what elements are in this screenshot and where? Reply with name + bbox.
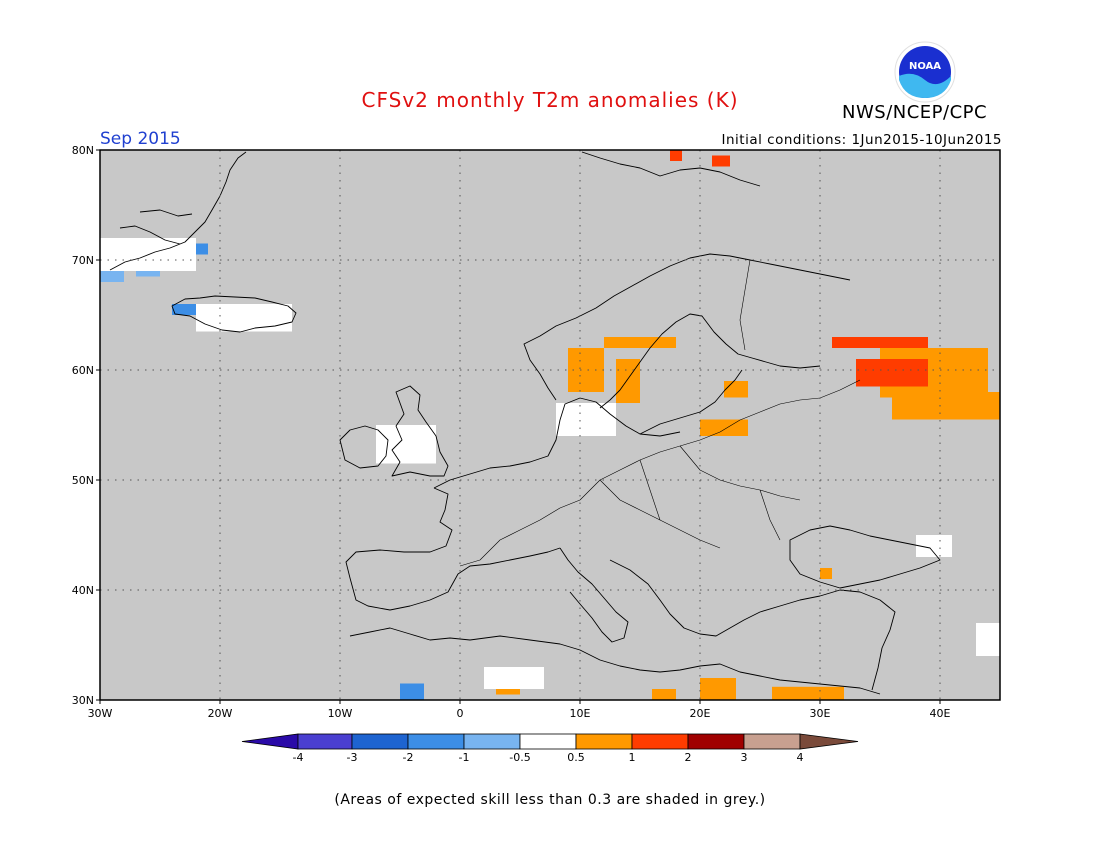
map-title: CFSv2 monthly T2m anomalies (K) — [361, 88, 739, 112]
skill-mask — [100, 150, 1000, 700]
anomaly-cell — [172, 304, 196, 315]
colorbar-bin — [519, 733, 577, 750]
anomaly-cell — [376, 425, 436, 464]
anomaly-cell — [484, 667, 544, 689]
anomaly-cell — [772, 686, 844, 700]
lat-tick-label: 70N — [72, 254, 94, 267]
colorbar-bin — [687, 733, 745, 750]
colorbar-bin — [297, 733, 353, 750]
lon-tick-label: 30W — [88, 707, 113, 720]
lat-tick-label: 60N — [72, 364, 94, 377]
colorbar-label: 3 — [741, 751, 748, 764]
noaa-logo: NOAA — [894, 41, 956, 103]
longitude-labels: 30W 20W 10W 0 10E 20E 30E 40E — [88, 700, 951, 720]
anomaly-cell — [652, 689, 676, 700]
lat-tick-label: 40N — [72, 584, 94, 597]
colorbar-bin — [351, 733, 409, 750]
lon-tick-label: 20E — [690, 707, 711, 720]
agency-label: NWS/NCEP/CPC — [842, 102, 988, 123]
skill-footnote: (Areas of expected skill less than 0.3 a… — [334, 792, 766, 808]
anomaly-cell — [196, 304, 292, 332]
colorbar-label: 4 — [797, 751, 804, 764]
lon-tick-label: 30E — [810, 707, 831, 720]
anomaly-cells — [100, 150, 1000, 700]
lon-tick-label: 10W — [328, 707, 353, 720]
anomaly-cell — [700, 678, 736, 700]
colorbar-label: 1 — [629, 751, 636, 764]
colorbar-label: -0.5 — [509, 751, 530, 764]
logo-text: NOAA — [909, 61, 941, 72]
colorbar-label: -3 — [347, 751, 358, 764]
anomaly-cell — [604, 337, 676, 348]
colorbar-label: 2 — [685, 751, 692, 764]
anomaly-cell — [856, 359, 928, 387]
colorbar-bin — [799, 733, 859, 750]
initial-conditions: Initial conditions: 1Jun2015-10Jun2015 — [721, 132, 1002, 148]
map-background — [100, 150, 1000, 700]
map-frame — [99, 149, 1001, 701]
colorbar-label: -4 — [293, 751, 304, 764]
anomaly-cell — [670, 150, 682, 161]
anomaly-cell — [700, 419, 748, 436]
colorbar-label: 0.5 — [567, 751, 585, 764]
colorbar-label: -2 — [403, 751, 414, 764]
latitude-labels: 30N 40N 50N 60N 70N 80N — [72, 144, 100, 707]
anomaly-map: 30W 20W 10W 0 10E 20E 30E 40E 30N 40N 50N 60N 70N 80… — [72, 144, 1001, 764]
lon-tick-label: 20W — [208, 707, 233, 720]
colorbar-bin — [241, 733, 299, 750]
colorbar-label: -1 — [459, 751, 470, 764]
valid-month: Sep 2015 — [100, 129, 181, 149]
lat-tick-label: 30N — [72, 694, 94, 707]
anomaly-cell — [916, 535, 952, 557]
colorbar-bin — [743, 733, 801, 750]
anomaly-cell — [892, 392, 1000, 420]
anomaly-cell — [616, 359, 640, 403]
anomaly-cell — [100, 271, 124, 282]
colorbar-bin — [575, 733, 633, 750]
anomaly-cell — [724, 381, 748, 398]
anomaly-cell — [400, 683, 424, 700]
anomaly-cell — [712, 155, 730, 167]
lon-tick-label: 0 — [457, 707, 464, 720]
anomaly-cell — [556, 403, 616, 436]
lat-tick-label: 80N — [72, 144, 94, 157]
anomaly-cell — [820, 568, 832, 579]
lon-tick-label: 10E — [570, 707, 591, 720]
lon-tick-label: 40E — [930, 707, 951, 720]
anomaly-cell — [976, 623, 1000, 656]
colorbar-bin — [407, 733, 465, 750]
colorbar: -4 -3 -2 -1 -0.5 0.5 1 2 3 4 — [241, 733, 859, 764]
anomaly-cell — [832, 337, 928, 348]
colorbar-bin — [463, 733, 521, 750]
colorbar-bin — [631, 733, 689, 750]
graticule — [100, 150, 1000, 700]
coastlines — [109, 151, 941, 695]
lat-tick-label: 50N — [72, 474, 94, 487]
